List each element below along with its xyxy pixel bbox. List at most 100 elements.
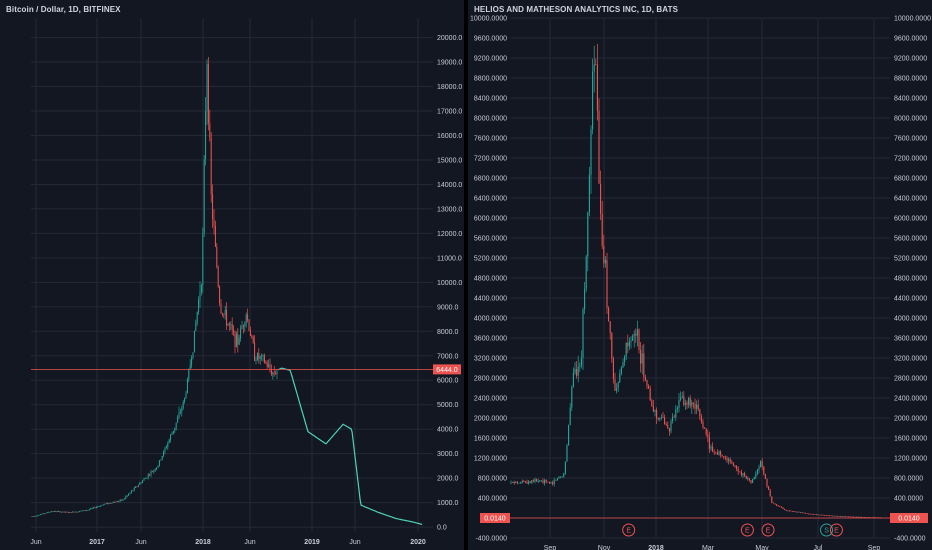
candle-body (126, 495, 128, 497)
y-tick-right: 9000.0 (437, 304, 459, 311)
candle-body (812, 514, 814, 515)
candle-body (205, 111, 207, 160)
candle-body (520, 482, 522, 484)
candle-body (268, 364, 270, 367)
candle-body (582, 309, 584, 358)
candle-body (63, 511, 65, 513)
candle-body (688, 397, 690, 405)
candle-body (857, 516, 859, 518)
candle-body (846, 516, 848, 518)
candle-body (133, 487, 135, 491)
candle-body (777, 505, 779, 507)
bitcoin-chart-panel[interactable]: Bitcoin / Dollar, 1D, BITFINEX 0.0 1000.0… (0, 0, 464, 550)
candle-body (616, 388, 618, 391)
candle-body (692, 402, 694, 404)
helios-chart-svg[interactable]: -400.0000-400.00000.00000.0000400.000040… (468, 0, 932, 550)
candle-body (523, 480, 525, 482)
candle-body (35, 515, 37, 517)
candle-body (252, 336, 254, 343)
candle-body (86, 510, 88, 512)
price-tag-right-text: 0.0140 (898, 515, 920, 522)
candle-body (233, 329, 235, 332)
candle-body (556, 478, 558, 481)
y-tick-right: 20000.0 (437, 35, 462, 42)
y-tick-right: 800.0000 (894, 476, 923, 483)
event-marker (820, 523, 834, 537)
candle-body (793, 511, 795, 513)
candle-body (600, 183, 602, 214)
bitcoin-chart-svg[interactable]: 0.0 1000.0 2000.0 3000.0 4000.0 5000.0 6000.0 7… (0, 0, 464, 550)
y-tick-left: 8000.0000 (474, 116, 507, 123)
candle-body (760, 461, 762, 468)
candle-body (633, 333, 635, 337)
y-tick-right: 7000.0 (437, 353, 459, 360)
candle-body (795, 511, 797, 513)
y-tick-right: 13000.0 (437, 206, 462, 213)
candle-body (276, 371, 278, 374)
y-tick-right: 19000.0 (437, 60, 462, 67)
helios-chart-panel[interactable]: HELIOS AND MATHESON ANALYTICS INC, 1D, B… (468, 0, 932, 550)
candle-body (32, 516, 34, 517)
candle-body (171, 433, 173, 435)
candle-body (862, 517, 864, 518)
candle-body (544, 479, 546, 484)
x-tick-label: 2019 (304, 539, 320, 546)
candle-body (720, 451, 722, 456)
candle-body (780, 506, 782, 508)
candle-body (848, 516, 850, 518)
candle-body (772, 502, 774, 504)
candle-body (526, 482, 528, 484)
candle-body (512, 481, 514, 483)
candle-body (689, 397, 691, 407)
candle-body (713, 451, 715, 453)
candle-body (667, 424, 669, 429)
candle-body (69, 512, 71, 513)
y-tick-left: 3200.0000 (474, 356, 507, 363)
candle-body (249, 330, 251, 337)
candle-body (161, 456, 163, 460)
candle-body (715, 452, 717, 454)
candle-body (552, 482, 554, 485)
y-tick-right: 3600.0000 (894, 336, 927, 343)
y-tick-right: 8000.0000 (894, 116, 927, 123)
panel-divider[interactable] (464, 0, 468, 550)
candle-body (265, 362, 267, 364)
candle-body (648, 385, 650, 389)
candle-body (167, 443, 169, 448)
candle-body (244, 323, 246, 327)
candle-body (868, 517, 870, 518)
candle-body (154, 469, 156, 471)
candle-body (207, 63, 209, 124)
candle-body (122, 499, 124, 501)
candle-body (723, 456, 725, 458)
candle-body (168, 439, 170, 444)
candle-body (643, 353, 645, 378)
candle-body (641, 353, 643, 364)
candle-body (224, 309, 226, 315)
event-marker-label: E (834, 528, 839, 535)
candle-body (189, 364, 191, 370)
candle-body (859, 516, 861, 518)
candle-body (820, 514, 822, 516)
candle-body (665, 424, 667, 426)
candle-body (230, 324, 232, 325)
candle-body (516, 481, 518, 483)
candle-body (258, 353, 260, 359)
candle-body (604, 260, 606, 264)
x-tick-label: Jul (814, 545, 823, 550)
candle-body (841, 516, 843, 517)
candle-body (860, 516, 862, 518)
candle-body (128, 493, 130, 496)
candle-body (753, 477, 755, 480)
candle-body (865, 517, 867, 518)
candle-body (251, 336, 253, 337)
candle-body (247, 314, 249, 320)
x-tick-label: 2020 (410, 539, 426, 546)
candle-body (195, 322, 197, 331)
candle-body (824, 514, 826, 516)
candle-body (652, 405, 654, 412)
candle-body (694, 403, 696, 409)
candle-body (564, 461, 566, 474)
candle-body (676, 407, 678, 410)
candle-body (34, 515, 36, 517)
